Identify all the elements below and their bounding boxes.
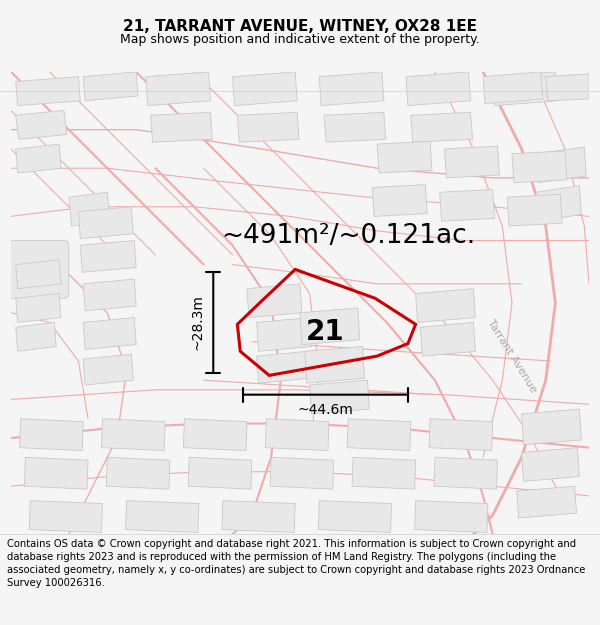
Polygon shape	[421, 322, 475, 356]
Polygon shape	[125, 501, 199, 532]
Polygon shape	[83, 72, 138, 101]
Polygon shape	[415, 501, 488, 532]
Polygon shape	[16, 294, 61, 322]
Polygon shape	[270, 458, 334, 489]
Polygon shape	[265, 419, 329, 451]
Polygon shape	[377, 141, 432, 173]
FancyBboxPatch shape	[6, 241, 69, 298]
Polygon shape	[257, 351, 310, 383]
Polygon shape	[146, 72, 211, 106]
Text: Tarrant Avenue: Tarrant Avenue	[485, 318, 539, 394]
Polygon shape	[546, 74, 589, 101]
Polygon shape	[16, 260, 61, 289]
Polygon shape	[429, 419, 493, 451]
Polygon shape	[483, 72, 543, 104]
Polygon shape	[16, 77, 80, 106]
Polygon shape	[517, 486, 577, 518]
Polygon shape	[25, 458, 88, 489]
Text: Contains OS data © Crown copyright and database right 2021. This information is : Contains OS data © Crown copyright and d…	[7, 539, 586, 588]
Polygon shape	[445, 146, 499, 178]
Polygon shape	[151, 112, 212, 142]
Polygon shape	[521, 448, 580, 481]
Polygon shape	[512, 151, 567, 182]
Polygon shape	[411, 112, 472, 142]
Polygon shape	[83, 354, 133, 385]
Polygon shape	[222, 501, 295, 532]
Polygon shape	[80, 241, 136, 272]
Polygon shape	[83, 318, 136, 349]
Polygon shape	[69, 192, 110, 226]
Polygon shape	[300, 308, 360, 344]
Polygon shape	[188, 458, 252, 489]
Polygon shape	[238, 112, 299, 142]
Polygon shape	[305, 346, 365, 383]
Polygon shape	[319, 72, 384, 106]
Polygon shape	[406, 72, 470, 106]
Polygon shape	[319, 501, 392, 532]
Polygon shape	[536, 147, 586, 182]
Text: ~44.6m: ~44.6m	[298, 403, 353, 417]
Polygon shape	[16, 144, 61, 173]
Text: 21, TARRANT AVENUE, WITNEY, OX28 1EE: 21, TARRANT AVENUE, WITNEY, OX28 1EE	[123, 19, 477, 34]
Polygon shape	[29, 501, 103, 532]
Polygon shape	[434, 458, 497, 489]
Text: ~491m²/~0.121ac.: ~491m²/~0.121ac.	[221, 222, 475, 249]
Polygon shape	[440, 189, 494, 221]
Polygon shape	[521, 409, 581, 445]
Polygon shape	[79, 207, 133, 239]
Polygon shape	[184, 419, 247, 451]
Polygon shape	[416, 289, 475, 322]
Polygon shape	[536, 186, 581, 221]
Polygon shape	[257, 318, 311, 351]
Polygon shape	[101, 419, 165, 451]
Text: ~28.3m: ~28.3m	[191, 294, 205, 351]
Text: 21: 21	[305, 318, 344, 346]
Text: Map shows position and indicative extent of the property.: Map shows position and indicative extent…	[120, 32, 480, 46]
Polygon shape	[507, 194, 562, 226]
Polygon shape	[310, 380, 370, 414]
Polygon shape	[20, 419, 83, 451]
Polygon shape	[352, 458, 416, 489]
Polygon shape	[83, 279, 136, 311]
Polygon shape	[16, 322, 56, 351]
Polygon shape	[233, 72, 297, 106]
Polygon shape	[372, 184, 427, 216]
Polygon shape	[247, 284, 302, 318]
Polygon shape	[493, 72, 557, 106]
Polygon shape	[106, 458, 170, 489]
Polygon shape	[16, 111, 67, 139]
Polygon shape	[347, 419, 411, 451]
Polygon shape	[324, 112, 386, 142]
